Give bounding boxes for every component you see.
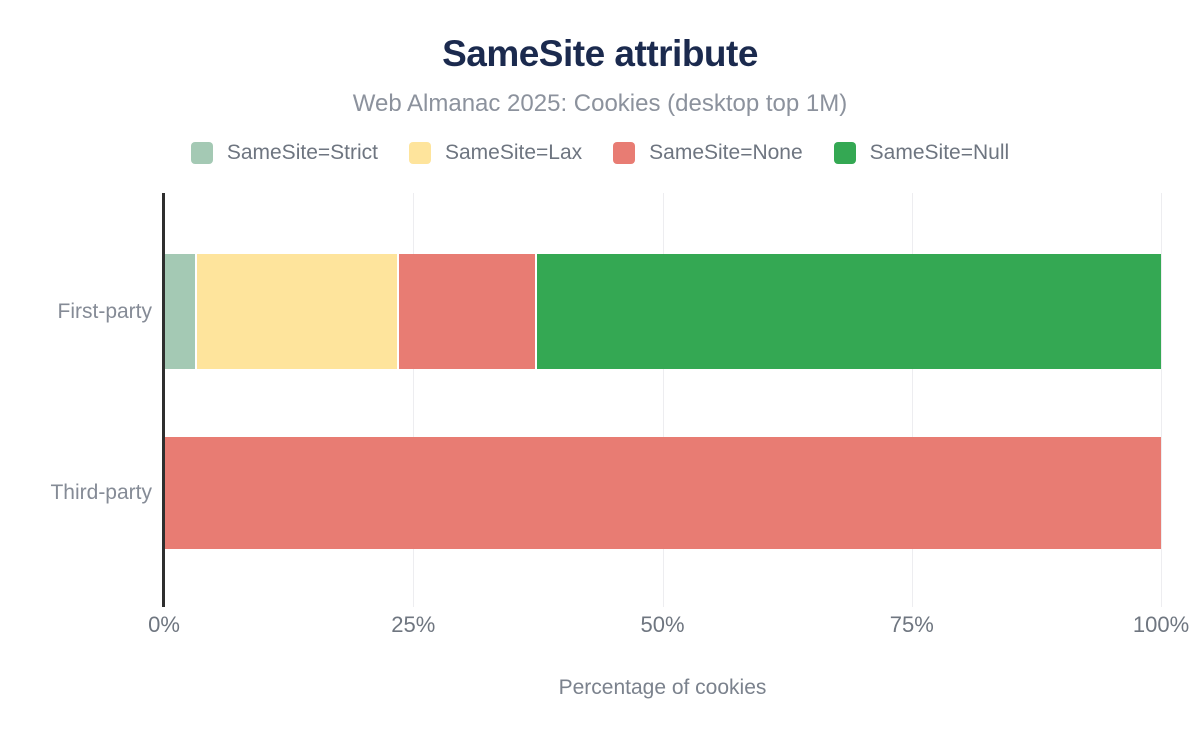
chart-title: SameSite attribute xyxy=(442,33,758,74)
legend-item-0: SameSite=Strict xyxy=(190,141,378,165)
legend-swatch-icon xyxy=(833,142,856,164)
bar-segment-samesite-strict xyxy=(164,254,197,369)
plot-area: First-party Third-party 0% 25% 50% 75% 100% xyxy=(50,193,1189,637)
gridline-100 xyxy=(1161,193,1162,607)
legend-item-label: SameSite=Strict xyxy=(226,141,378,164)
gridline-75 xyxy=(911,193,913,607)
x-tick-label-100: 100% xyxy=(1132,612,1190,637)
x-axis-title: Percentage of cookies xyxy=(558,676,767,699)
bar-segment-samesite-none xyxy=(399,254,537,369)
bars-layer xyxy=(164,193,1161,607)
x-tick-label-75: 75% xyxy=(889,612,934,637)
legend-item-2: SameSite=None xyxy=(613,141,803,165)
category-label-0: First-party xyxy=(57,299,153,323)
legend-item-label: SameSite=Null xyxy=(869,141,1010,164)
gridline-50 xyxy=(662,193,664,607)
legend: SameSite=Strict SameSite=Lax SameSite=None… xyxy=(0,141,1200,165)
legend-item-label: SameSite=Lax xyxy=(444,141,583,164)
bar-first-party xyxy=(164,254,1161,369)
category-labels-layer: First-party Third-party xyxy=(50,193,1161,607)
gridline-25 xyxy=(413,193,415,607)
x-tick-label-25: 25% xyxy=(391,612,436,637)
legend-swatch-icon xyxy=(408,142,431,164)
bar-third-party xyxy=(164,437,1161,549)
legend-item-3: SameSite=Null xyxy=(833,141,1010,165)
legend-swatch-icon xyxy=(190,142,213,164)
legend-item-1: SameSite=Lax xyxy=(408,141,583,165)
x-tick-label-0: 0% xyxy=(148,612,180,637)
legend-item-label: SameSite=None xyxy=(649,141,803,164)
bar-segment-samesite-none xyxy=(164,437,1161,549)
y-axis-line xyxy=(162,193,165,607)
chart-subtitle: Web Almanac 2025: Cookies (desktop top 1… xyxy=(352,90,848,117)
category-label-1: Third-party xyxy=(50,481,152,504)
legend-swatch-icon xyxy=(613,142,636,164)
x-tick-label-50: 50% xyxy=(640,612,685,637)
bar-segment-samesite-lax xyxy=(196,254,400,369)
bar-segment-samesite-null xyxy=(536,254,1161,369)
